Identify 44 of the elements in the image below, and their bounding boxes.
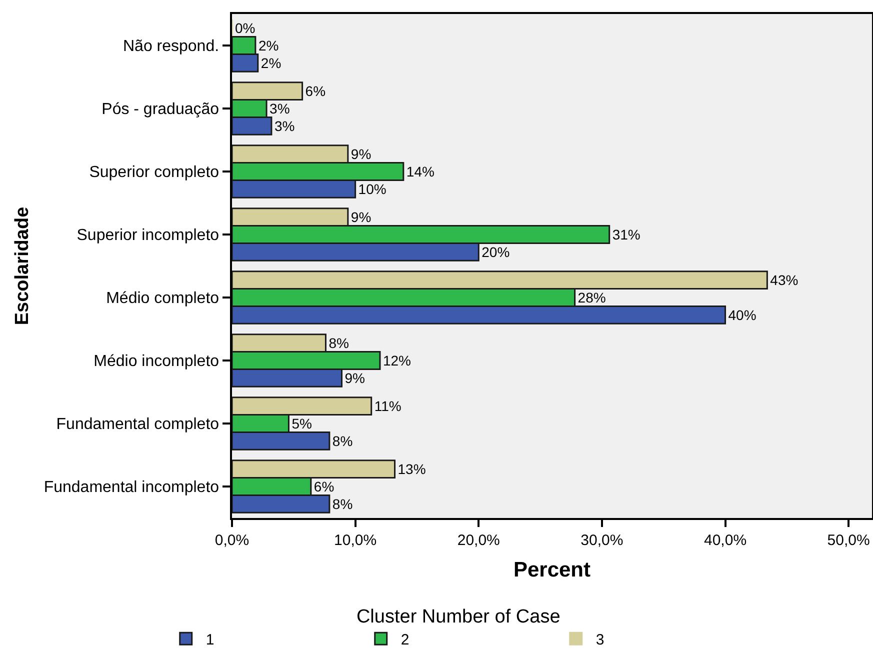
legend-title: Cluster Number of Case [356, 606, 560, 628]
data-label: 2% [260, 54, 282, 71]
data-label: 13% [398, 461, 426, 478]
y-tick-label: Superior incompleto [76, 227, 220, 244]
y-tick-label: Superior completo [89, 164, 220, 182]
data-label: 6% [305, 83, 326, 100]
data-label: 28% [578, 290, 606, 306]
x-tick-label: 20,0% [457, 532, 500, 549]
legend-label: 2 [400, 631, 410, 648]
data-label: 5% [292, 416, 312, 432]
data-label: 40% [728, 306, 756, 323]
data-label: 0% [235, 20, 256, 36]
data-label: 6% [314, 478, 334, 495]
data-label: 3% [270, 100, 290, 117]
data-label: 8% [332, 432, 353, 449]
data-label: 2% [258, 38, 279, 54]
y-tick-label: Pós - graduação [102, 101, 220, 118]
data-label: 10% [358, 180, 386, 197]
legend-label: 1 [206, 631, 214, 648]
data-label: 20% [482, 244, 510, 260]
x-tick-label: 30,0% [580, 532, 624, 549]
x-tick-label: 10,0% [334, 532, 377, 549]
data-label: 11% [374, 398, 402, 414]
data-label: 43% [770, 272, 798, 288]
data-label: 12% [382, 352, 412, 369]
x-axis-title: Percent [513, 558, 591, 582]
x-tick-label: 0,0% [214, 532, 250, 549]
x-tick-label: 40,0% [704, 532, 747, 549]
legend-label: 3 [596, 631, 604, 648]
data-label: 9% [344, 370, 365, 386]
y-tick-label: Fundamental incompleto [44, 479, 220, 496]
data-label: 9% [350, 209, 372, 226]
y-tick-label: Fundamental completo [56, 416, 220, 434]
data-label: 31% [612, 226, 640, 243]
data-label: 3% [274, 118, 295, 134]
y-tick-label: Médio incompleto [94, 353, 220, 370]
x-tick-label: 50,0% [827, 532, 870, 549]
data-label: 9% [350, 146, 372, 162]
data-label: 8% [328, 335, 349, 352]
y-tick-label: Não respond. [122, 38, 220, 56]
data-label: 14% [406, 164, 434, 180]
y-tick-label: Médio completo [106, 290, 220, 308]
data-label: 8% [332, 496, 353, 512]
y-axis-title: Escolaridade [12, 206, 34, 326]
